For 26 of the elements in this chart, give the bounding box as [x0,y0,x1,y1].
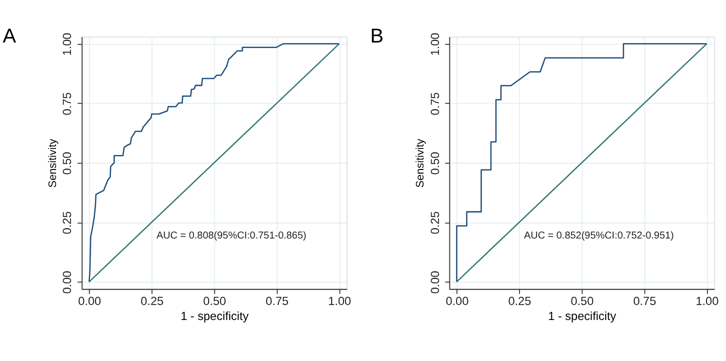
y-tick-label: 0.25 [428,210,442,234]
x-tick-label: 1.00 [696,294,720,308]
x-axis-title: 1 - specificity [180,310,249,324]
x-tick-label: 0.00 [446,294,470,308]
x-tick-label: 0.25 [140,294,164,308]
annotation: AUC = 0.852(95%CI:0.752-0.951) [524,230,674,242]
x-tick-label: 0.50 [203,294,227,308]
chart-title: A [2,25,17,48]
x-tick-label: 0.75 [633,294,657,308]
x-tick-label: 0.00 [78,294,102,308]
y-tick-label: 0.25 [61,210,74,234]
y-axis-title: Sensitivity [414,138,426,188]
annotation: AUC = 0.808(95%CI:0.751-0.865) [156,230,306,242]
y-axis-title: Sensitivity [46,138,59,188]
chart-title: B [370,25,384,48]
x-tick-label: 1.00 [328,294,352,308]
x-axis-title: 1 - specificity [548,310,616,324]
y-tick-label: 1.00 [428,32,442,56]
y-tick-label: 0.50 [61,151,74,175]
x-tick-label: 0.50 [570,294,594,308]
y-tick-label: 0.75 [428,92,442,116]
y-tick-label: 0.75 [61,92,74,116]
y-tick-label: 0.50 [428,151,442,175]
x-tick-label: 0.75 [266,294,290,308]
x-tick-label: 0.25 [508,294,532,308]
y-tick-label: 1.00 [61,32,74,56]
